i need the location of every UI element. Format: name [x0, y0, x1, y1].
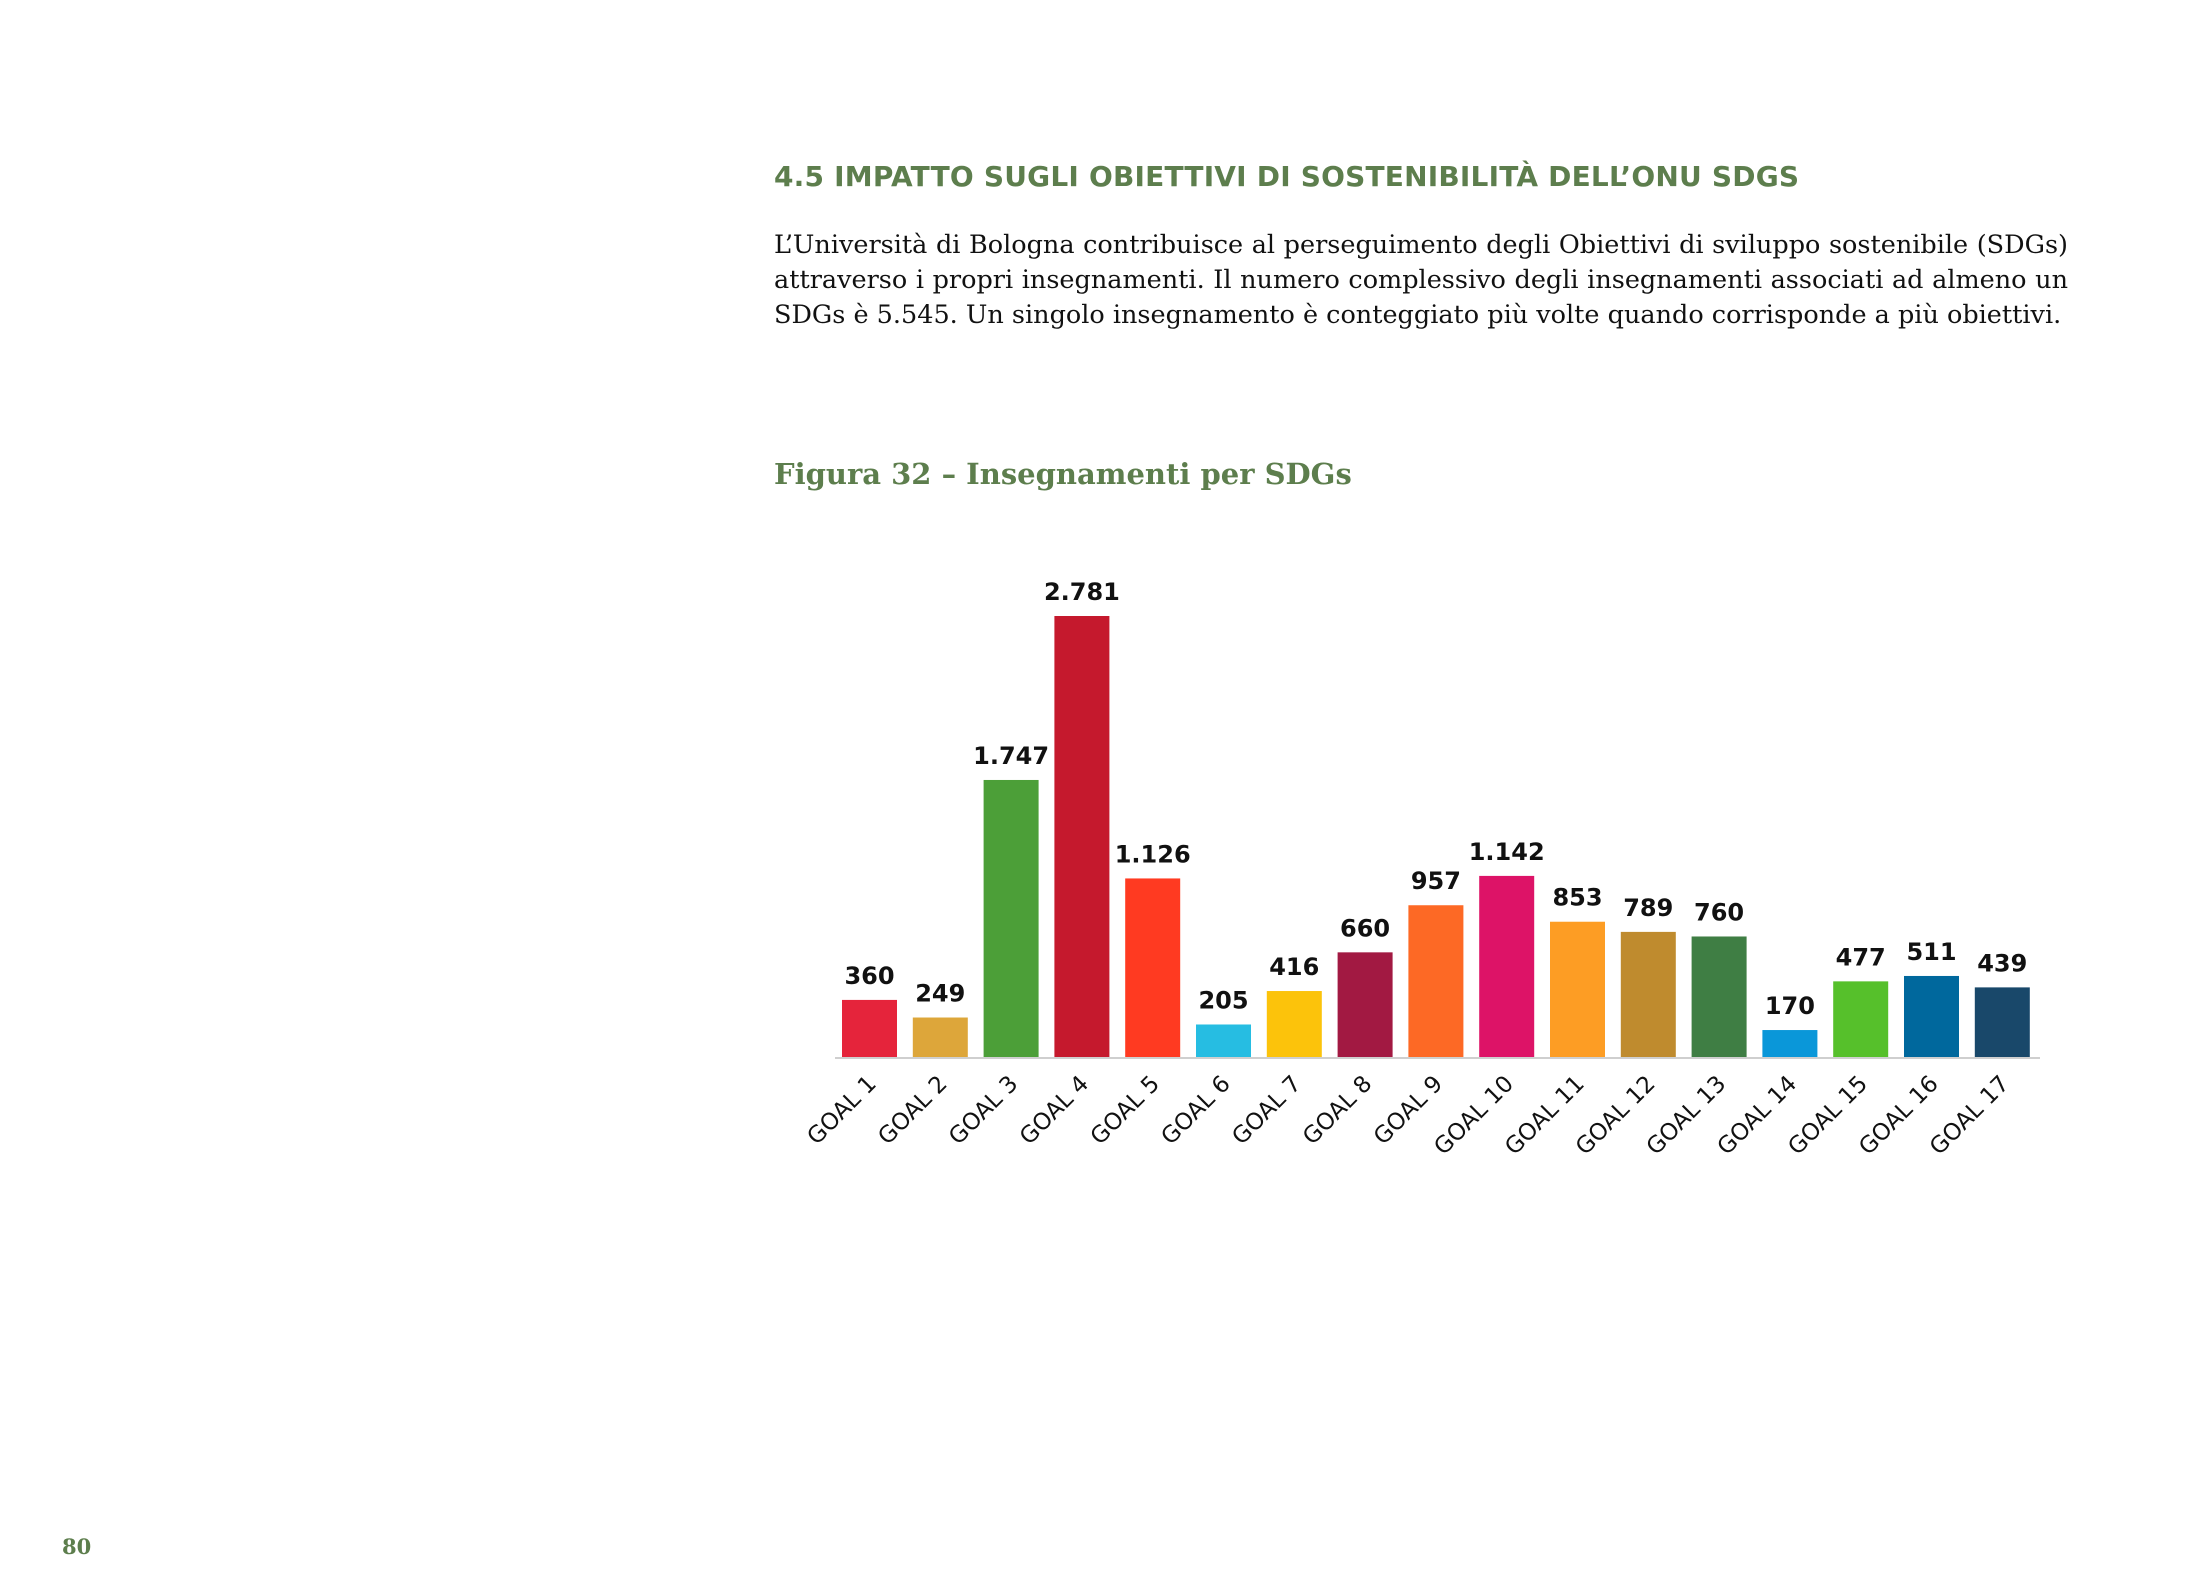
bar-goal-17	[1974, 987, 2030, 1057]
value-label-goal-9: 957	[1411, 867, 1461, 895]
value-label-goal-14: 170	[1765, 992, 1815, 1020]
value-label-goal-5: 1.126	[1115, 840, 1191, 868]
bar-goal-10	[1479, 875, 1535, 1057]
bar-goal-8	[1337, 952, 1393, 1057]
value-label-goal-1: 360	[844, 962, 894, 990]
value-label-goal-11: 853	[1552, 884, 1602, 912]
bar-goal-7	[1266, 991, 1322, 1057]
page-number: 80	[62, 1534, 92, 1559]
bar-goal-4	[1054, 616, 1110, 1057]
bar-goal-5	[1125, 878, 1181, 1057]
section-heading: 4.5 IMPATTO SUGLI OBIETTIVI DI SOSTENIBI…	[774, 160, 1800, 193]
category-label-goal-1: GOAL 1	[803, 1071, 882, 1150]
bar-goal-16	[1904, 975, 1959, 1057]
bar-goal-9	[1408, 905, 1464, 1057]
bar-goal-15	[1833, 981, 1889, 1057]
chart-value-labels: 360 249 1.747 2.781 1.126 205 416 660 957 1.14285…	[844, 578, 2027, 1020]
value-label-goal-17: 439	[1977, 949, 2027, 977]
figure-caption: Figura 32 – Insegnamenti per SDGs	[774, 457, 1352, 491]
chart-bars	[842, 616, 2030, 1057]
category-label-goal-5: GOAL 5	[1086, 1071, 1165, 1150]
bar-goal-3	[983, 779, 1039, 1057]
value-label-goal-10: 1.142	[1469, 838, 1545, 866]
value-label-goal-2: 249	[915, 980, 965, 1008]
bar-goal-6	[1196, 1024, 1251, 1057]
value-label-goal-7: 416	[1269, 953, 1319, 981]
value-label-goal-6: 205	[1198, 986, 1248, 1014]
value-label-goal-15: 477	[1836, 943, 1886, 971]
value-label-goal-4: 2.781	[1044, 578, 1120, 606]
bar-goal-14	[1762, 1030, 1818, 1057]
bar-goal-13	[1691, 936, 1747, 1057]
category-label-goal-4: GOAL 4	[1015, 1071, 1094, 1150]
category-label-goal-6: GOAL 6	[1157, 1071, 1236, 1150]
value-label-goal-12: 789	[1623, 894, 1673, 922]
section-body-text: L’Università di Bologna contribuisce al …	[774, 230, 2068, 330]
bar-goal-12	[1620, 931, 1676, 1057]
bar-goal-2	[912, 1017, 968, 1057]
bar-goal-1	[842, 999, 897, 1057]
category-label-goal-7: GOAL 7	[1227, 1071, 1306, 1150]
category-label-goal-2: GOAL 2	[873, 1071, 952, 1150]
value-label-goal-3: 1.747	[973, 742, 1049, 770]
category-label-goal-3: GOAL 3	[944, 1071, 1023, 1150]
value-label-goal-16: 511	[1906, 938, 1956, 966]
category-label-goal-8: GOAL 8	[1298, 1071, 1377, 1150]
bar-goal-11	[1550, 921, 1605, 1057]
value-label-goal-8: 660	[1340, 914, 1390, 942]
value-label-goal-13: 760	[1694, 898, 1744, 926]
